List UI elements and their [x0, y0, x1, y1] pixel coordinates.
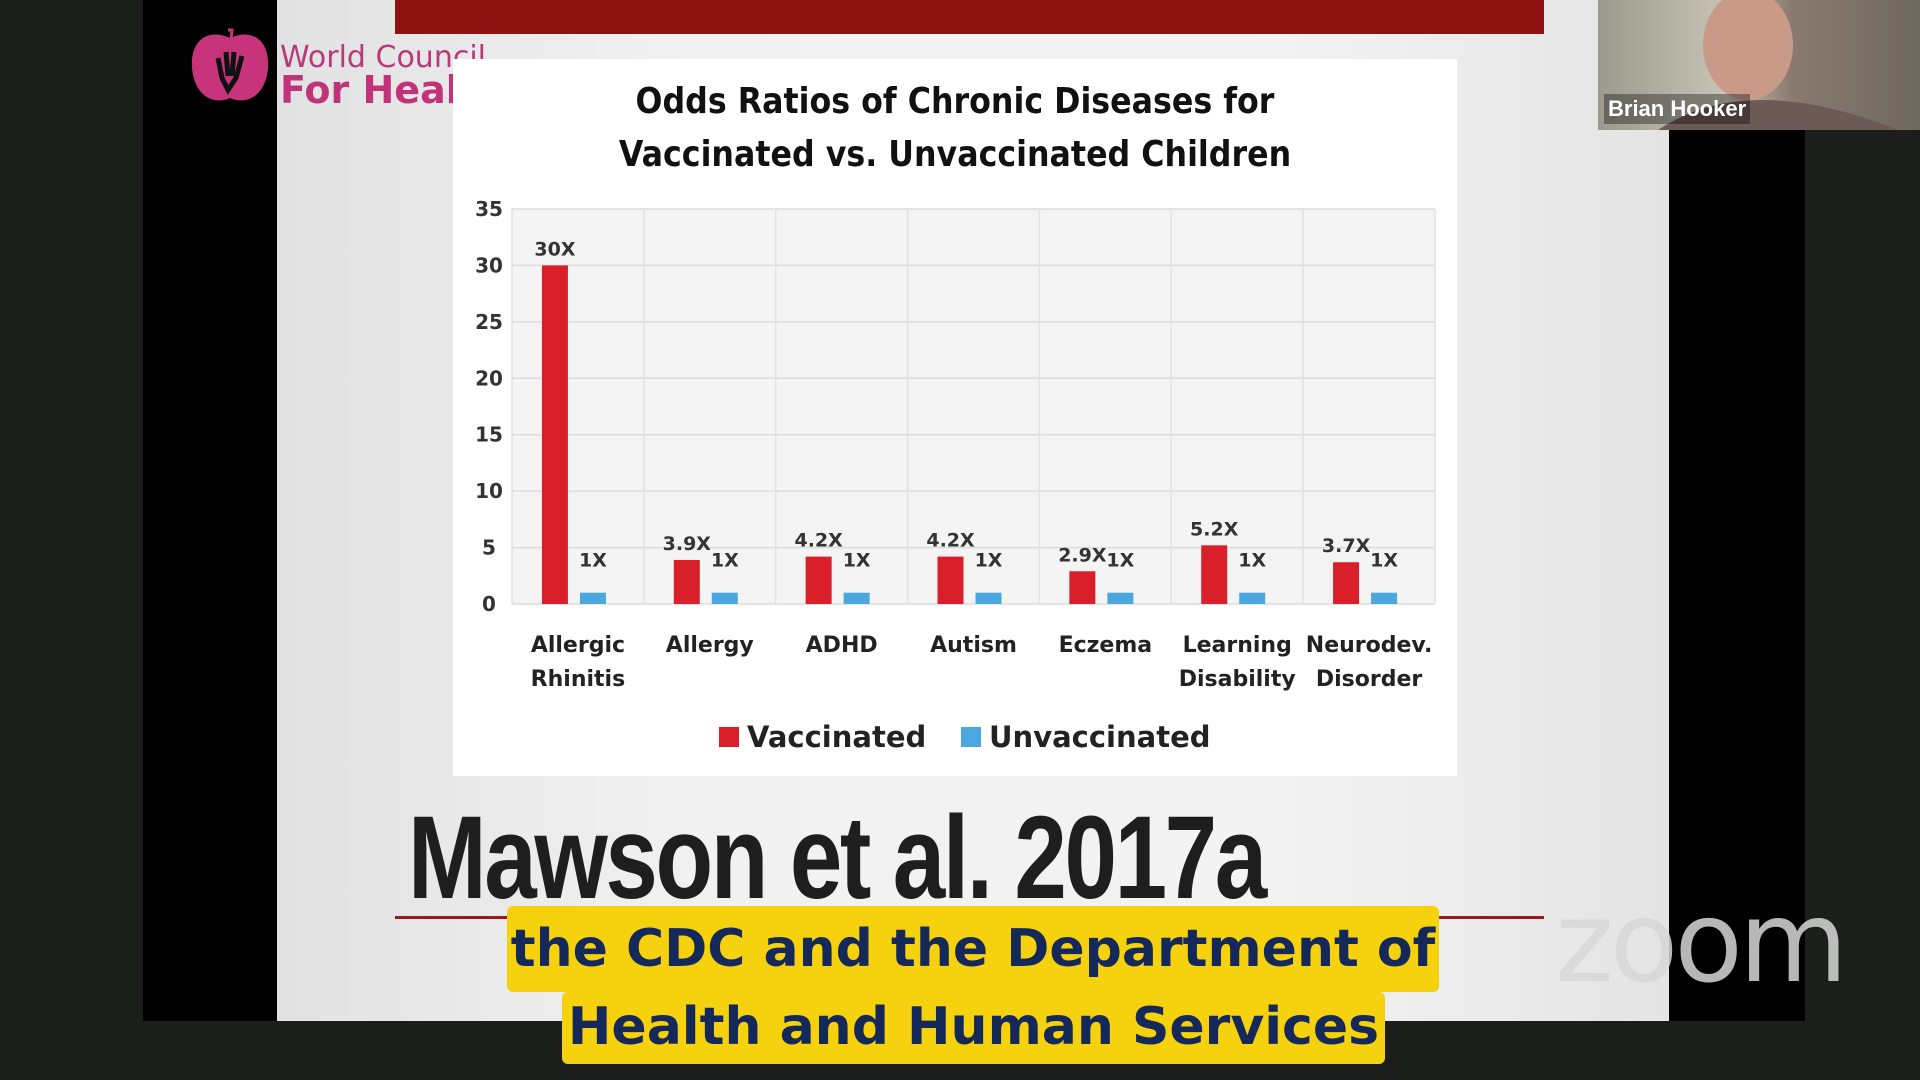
y-tick-label: 10 — [475, 479, 503, 503]
bar-unvaccinated — [1107, 592, 1134, 604]
data-label: 3.7X — [1322, 535, 1371, 557]
bar-unvaccinated — [1371, 592, 1398, 604]
data-label: 30X — [534, 238, 575, 260]
x-category-label: Allergy — [666, 633, 754, 658]
caption-line2: Health and Human Services — [562, 992, 1385, 1064]
y-tick-label: 35 — [475, 197, 503, 221]
data-label: 1X — [1238, 550, 1266, 572]
bar-unvaccinated — [843, 592, 870, 604]
data-label: 1X — [711, 550, 739, 572]
legend-swatch-unvaccinated — [961, 727, 981, 747]
caption-line1: the CDC and the Department of — [507, 906, 1439, 992]
chart-title-line1: Odds Ratios of Chronic Diseases for — [635, 81, 1275, 122]
world-council-logo — [191, 28, 269, 101]
chart-title-line2: Vaccinated vs. Unvaccinated Children — [618, 134, 1292, 175]
bar-vaccinated — [937, 556, 964, 604]
bar-unvaccinated — [711, 592, 738, 604]
x-category-label: Rhinitis — [531, 667, 626, 692]
y-tick-label: 20 — [475, 366, 503, 390]
y-tick-label: 15 — [475, 423, 503, 447]
letterbox-right — [1669, 0, 1805, 1021]
bar-vaccinated — [1333, 562, 1360, 604]
letterbox-left — [143, 0, 277, 1021]
bar-unvaccinated — [975, 592, 1002, 604]
y-tick-label: 30 — [475, 253, 503, 277]
data-label: 4.2X — [926, 530, 975, 552]
data-label: 1X — [1370, 550, 1398, 572]
chart-panel: Odds Ratios of Chronic Diseases for Vacc… — [453, 59, 1457, 776]
data-label: 1X — [1106, 550, 1134, 572]
x-category-label: ADHD — [806, 633, 878, 658]
data-label: 1X — [579, 550, 607, 572]
bar-vaccinated — [1069, 571, 1096, 604]
data-label: 3.9X — [663, 533, 712, 555]
bar-vaccinated — [541, 265, 568, 604]
legend-swatch-vaccinated — [719, 727, 739, 747]
data-label: 1X — [975, 550, 1003, 572]
zoom-watermark: zoom — [1555, 878, 1848, 1008]
x-category-label: Neurodev. — [1306, 633, 1433, 658]
participant-figure — [1658, 0, 1898, 130]
bar-vaccinated — [805, 556, 832, 604]
bar-unvaccinated — [579, 592, 606, 604]
legend-label: Vaccinated — [747, 720, 926, 754]
data-label: 1X — [843, 550, 871, 572]
participant-video[interactable] — [1598, 0, 1920, 130]
data-label: 4.2X — [794, 530, 843, 552]
x-category-label: Disability — [1179, 667, 1296, 692]
y-tick-label: 5 — [482, 536, 496, 560]
y-tick-label: 0 — [482, 592, 496, 616]
data-label: 5.2X — [1190, 518, 1239, 540]
x-category-label: Disorder — [1316, 667, 1423, 692]
bar-chart: 0510152025303530X1XAllergicRhinitis3.9X1… — [475, 197, 1436, 754]
x-category-label: Learning — [1183, 633, 1292, 658]
legend-label: Unvaccinated — [989, 720, 1211, 754]
org-name-line1: World Council — [280, 40, 487, 75]
x-category-label: Autism — [930, 633, 1017, 658]
x-category-label: Allergic — [531, 633, 625, 658]
bar-vaccinated — [1201, 545, 1228, 604]
bar-unvaccinated — [1239, 592, 1266, 604]
data-label: 2.9X — [1058, 544, 1107, 566]
y-tick-label: 25 — [475, 310, 503, 334]
citation-heading: Mawson et al. 2017a — [408, 792, 1267, 924]
participant-name: Brian Hooker — [1604, 94, 1751, 124]
plot-area — [512, 209, 1435, 604]
bar-vaccinated — [673, 559, 700, 604]
slide-header-bar — [395, 0, 1544, 34]
x-category-label: Eczema — [1059, 633, 1153, 658]
